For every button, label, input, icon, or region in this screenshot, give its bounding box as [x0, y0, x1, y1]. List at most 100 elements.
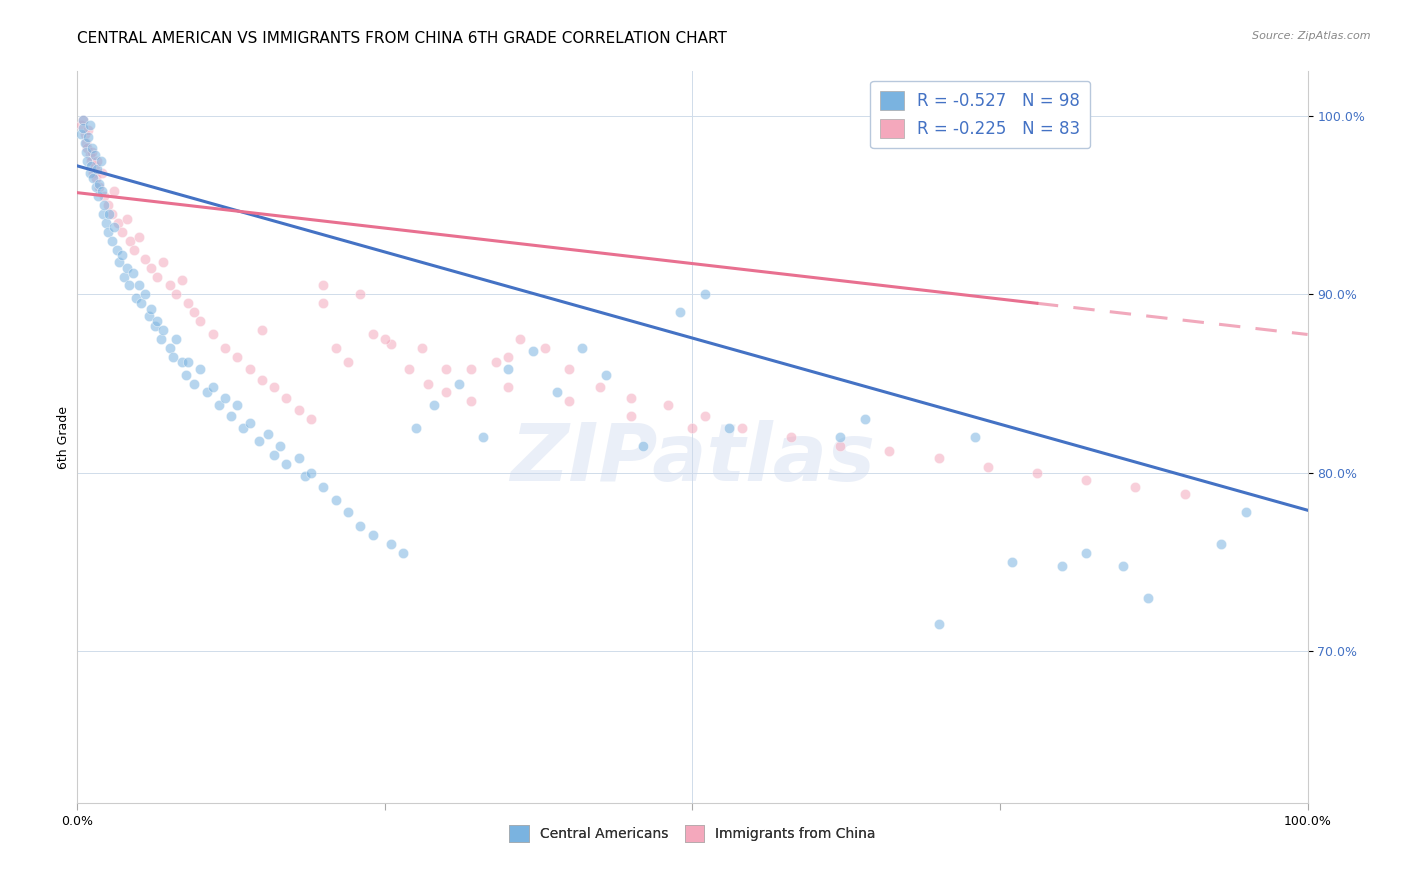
Point [219, 409, 242, 423]
Point [125, 291, 148, 305]
Point [201, 326, 224, 341]
Point [693, 287, 716, 301]
Point [152, 323, 174, 337]
Point [534, 341, 557, 355]
Point [1001, 555, 1024, 569]
Point [141, 301, 163, 316]
Point [589, 380, 612, 394]
Point [77, 123, 100, 137]
Point [325, 341, 347, 355]
Point [571, 341, 593, 355]
Point [349, 287, 371, 301]
Point [93, 198, 115, 212]
Point [1234, 505, 1257, 519]
Point [294, 469, 316, 483]
Point [299, 412, 322, 426]
Point [620, 391, 643, 405]
Point [174, 368, 197, 382]
Point [312, 278, 335, 293]
Point [188, 362, 212, 376]
Point [312, 296, 335, 310]
Point [928, 617, 950, 632]
Point [141, 260, 163, 275]
Point [269, 439, 291, 453]
Point [73, 136, 96, 150]
Point [79, 148, 101, 162]
Point [82, 171, 104, 186]
Point [112, 269, 135, 284]
Point [1076, 473, 1098, 487]
Point [1136, 591, 1159, 605]
Point [546, 385, 568, 400]
Point [522, 344, 544, 359]
Point [97, 198, 120, 212]
Point [115, 260, 138, 275]
Point [853, 412, 876, 426]
Point [780, 430, 803, 444]
Point [111, 225, 132, 239]
Point [143, 319, 166, 334]
Point [138, 309, 160, 323]
Point [134, 252, 156, 266]
Point [460, 362, 482, 376]
Point [436, 385, 458, 400]
Point [1050, 558, 1073, 573]
Text: Source: ZipAtlas.com: Source: ZipAtlas.com [1253, 31, 1371, 41]
Point [159, 341, 181, 355]
Point [146, 269, 169, 284]
Point [718, 421, 741, 435]
Point [80, 153, 103, 168]
Point [380, 337, 402, 351]
Point [496, 362, 519, 376]
Point [90, 184, 114, 198]
Point [159, 278, 181, 293]
Point [669, 305, 692, 319]
Point [86, 153, 108, 168]
Point [460, 394, 482, 409]
Point [250, 323, 273, 337]
Point [183, 305, 205, 319]
Point [361, 528, 384, 542]
Point [115, 212, 138, 227]
Point [84, 180, 107, 194]
Point [108, 255, 131, 269]
Point [72, 112, 94, 127]
Point [558, 362, 581, 376]
Point [150, 332, 173, 346]
Point [657, 398, 679, 412]
Point [208, 398, 231, 412]
Point [496, 350, 519, 364]
Point [83, 148, 105, 162]
Point [90, 166, 114, 180]
Point [72, 112, 94, 127]
Point [398, 362, 420, 376]
Point [392, 546, 415, 560]
Point [411, 341, 433, 355]
Point [214, 341, 236, 355]
Point [165, 332, 187, 346]
Text: CENTRAL AMERICAN VS IMMIGRANTS FROM CHINA 6TH GRADE CORRELATION CHART: CENTRAL AMERICAN VS IMMIGRANTS FROM CHIN… [77, 31, 727, 46]
Point [101, 207, 124, 221]
Point [312, 480, 335, 494]
Point [103, 184, 125, 198]
Point [188, 314, 212, 328]
Point [170, 355, 193, 369]
Point [80, 159, 103, 173]
Point [82, 166, 104, 180]
Point [128, 230, 150, 244]
Point [87, 189, 110, 203]
Point [82, 141, 104, 155]
Point [299, 466, 322, 480]
Point [337, 355, 360, 369]
Point [79, 166, 101, 180]
Point [239, 416, 262, 430]
Point [830, 439, 852, 453]
Point [288, 451, 311, 466]
Point [276, 391, 298, 405]
Point [276, 457, 298, 471]
Point [128, 278, 150, 293]
Point [380, 537, 402, 551]
Point [91, 207, 114, 221]
Point [977, 460, 1000, 475]
Point [183, 376, 205, 391]
